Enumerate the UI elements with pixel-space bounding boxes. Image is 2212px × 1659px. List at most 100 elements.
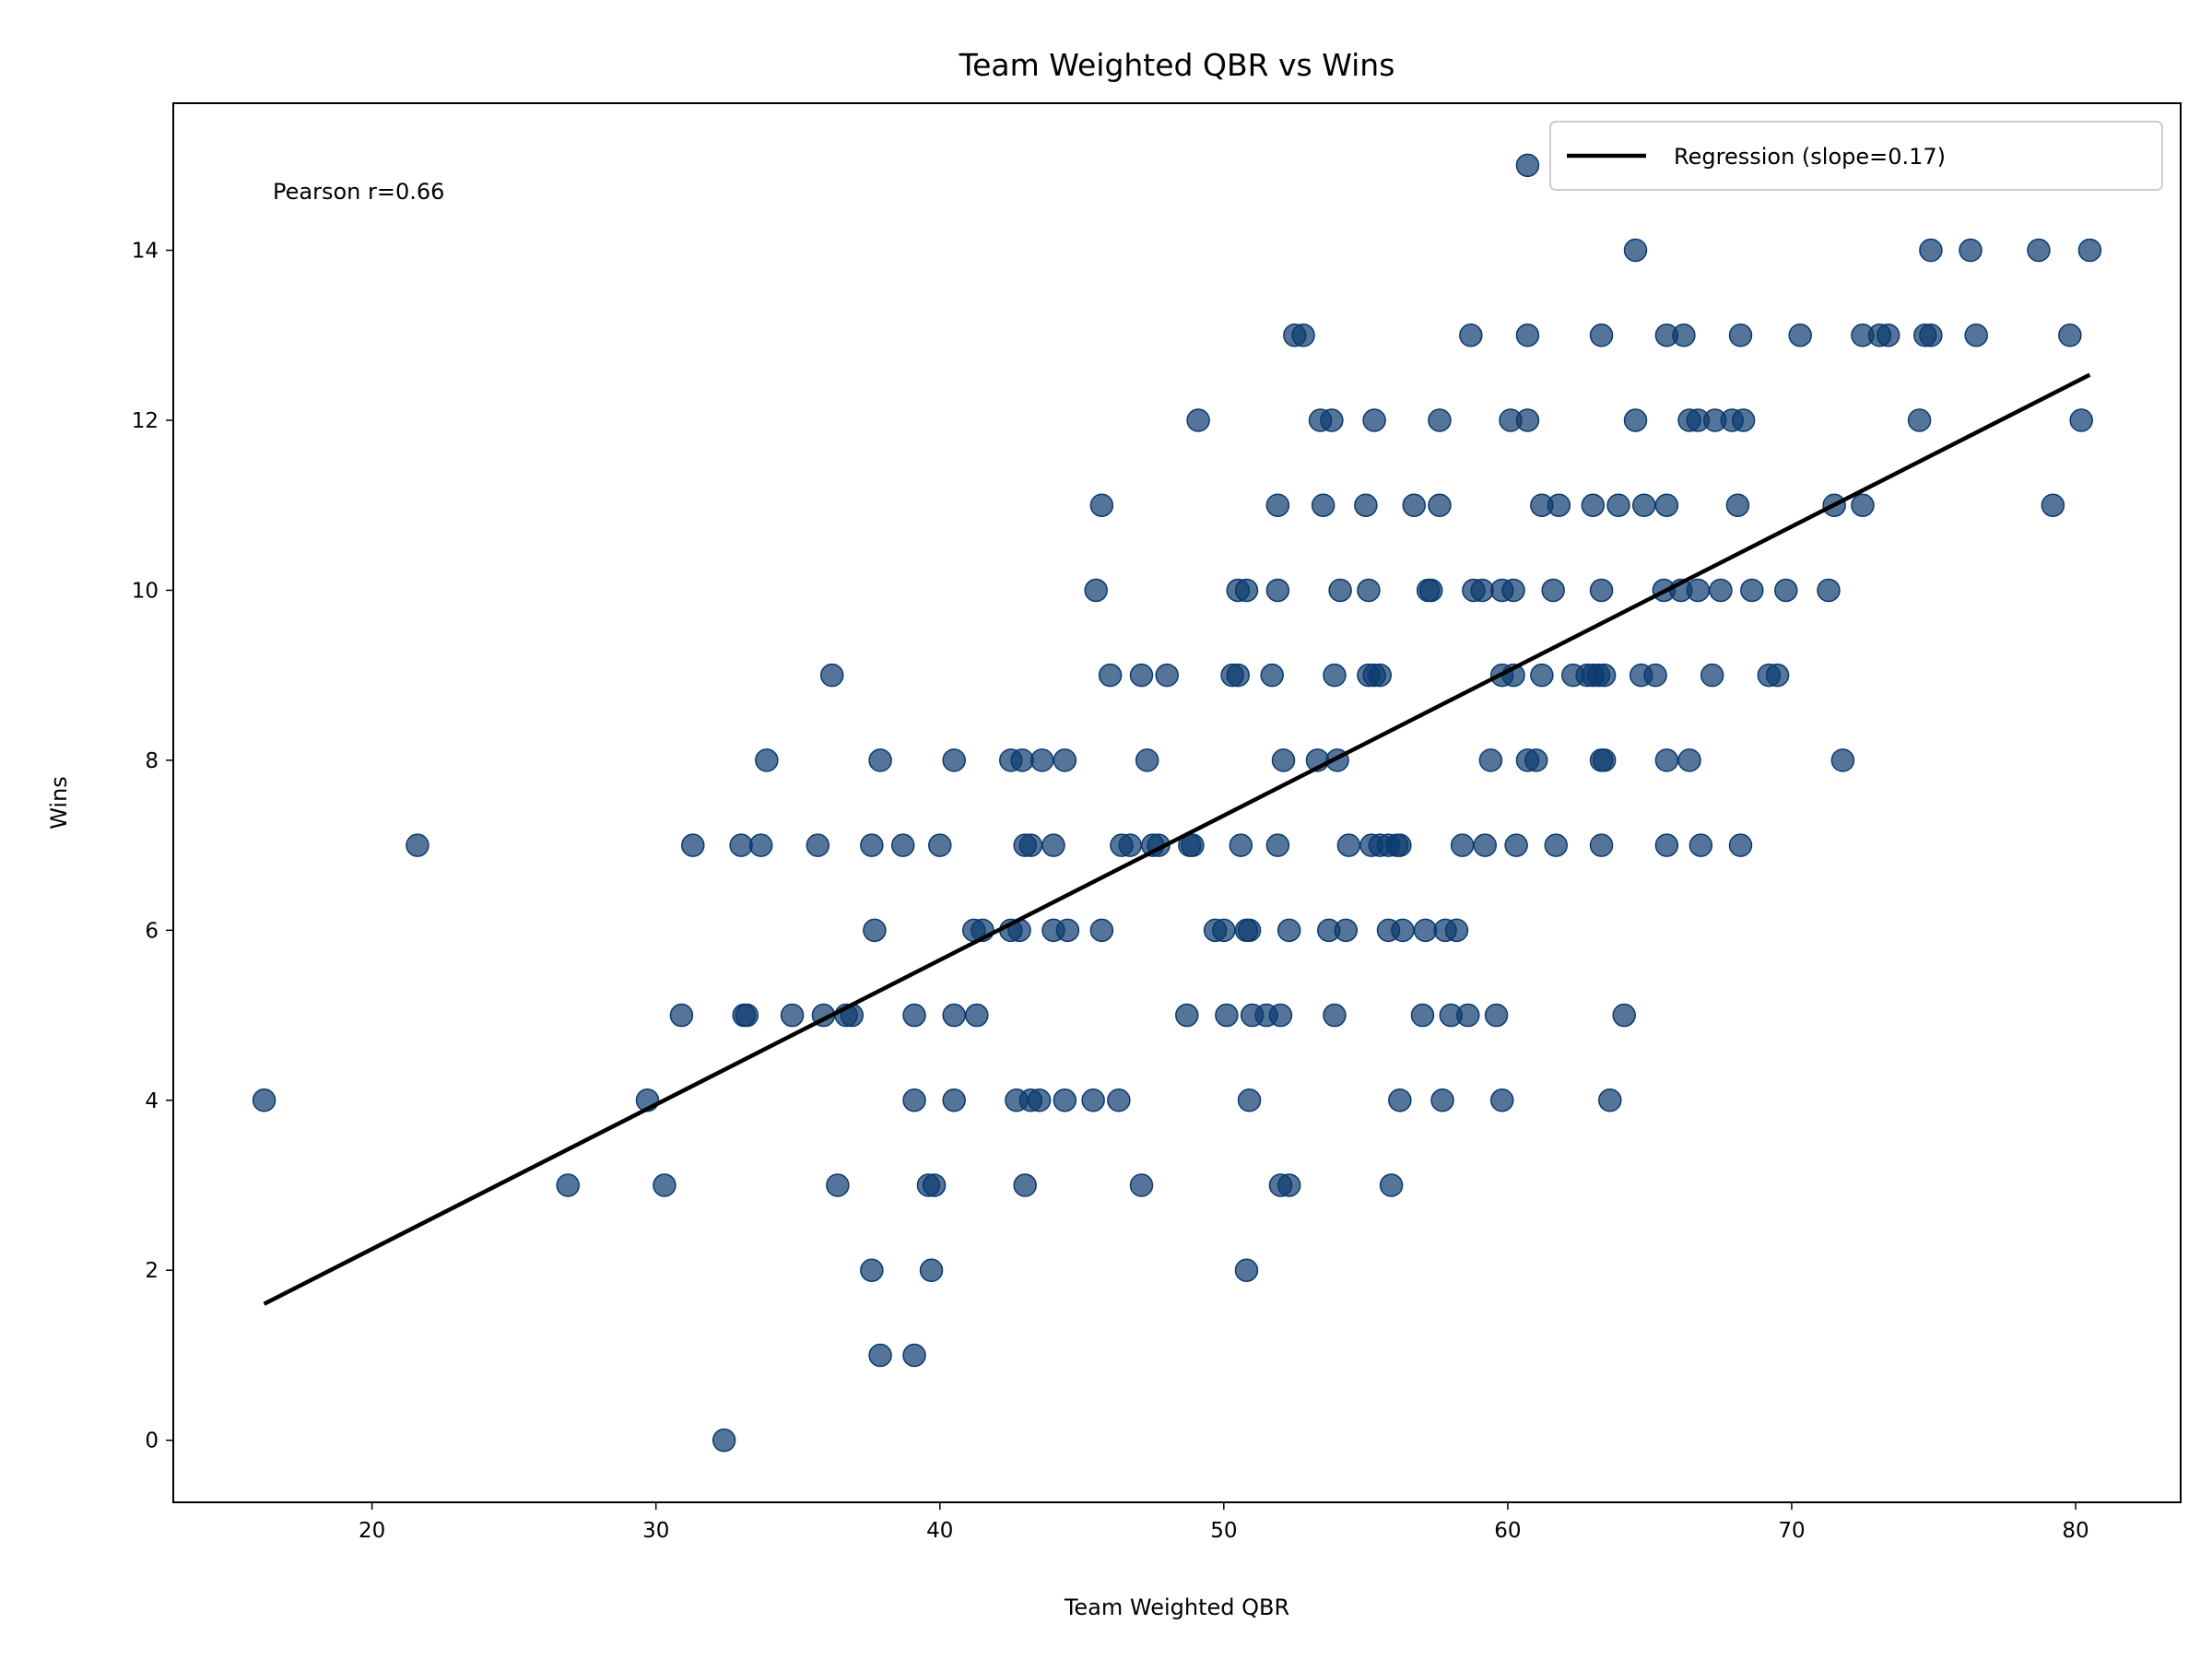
y-tick-label: 10	[132, 579, 159, 603]
data-point	[653, 1173, 677, 1197]
data-point	[252, 1088, 276, 1112]
data-point	[1428, 493, 1452, 517]
data-point	[928, 833, 952, 857]
data-point	[1598, 1088, 1622, 1112]
data-point	[819, 663, 844, 688]
data-point	[1450, 833, 1475, 857]
data-point	[1473, 833, 1497, 857]
data-point	[1388, 1088, 1412, 1112]
data-point	[1413, 918, 1438, 943]
data-point	[1237, 918, 1262, 943]
data-point	[1444, 918, 1469, 943]
data-point	[1623, 238, 1648, 263]
data-point	[1489, 1088, 1514, 1112]
data-point	[1700, 663, 1724, 688]
data-point	[1053, 748, 1077, 772]
data-point	[1589, 578, 1614, 603]
data-point	[1260, 663, 1284, 688]
x-tick-label: 80	[2062, 1519, 2088, 1543]
data-point	[1592, 663, 1617, 688]
data-point	[1175, 1003, 1199, 1028]
y-tick-label: 0	[145, 1430, 159, 1453]
regression-line	[263, 372, 2091, 1306]
data-point	[1504, 833, 1528, 857]
data-point	[1362, 408, 1386, 432]
data-point	[1612, 1003, 1636, 1028]
data-point	[1323, 1003, 1347, 1028]
data-point	[1418, 578, 1443, 603]
data-point	[681, 833, 705, 857]
data-point	[1654, 493, 1679, 517]
data-point	[1336, 833, 1361, 857]
data-point	[1547, 493, 1571, 517]
data-point	[919, 1258, 944, 1282]
data-point	[1530, 663, 1554, 688]
data-point	[922, 1173, 947, 1197]
x-axis: 20 30 40 50 60 70 80	[359, 1502, 2089, 1543]
data-point	[1212, 918, 1236, 943]
points-layer	[252, 153, 2102, 1453]
data-point	[1135, 748, 1159, 772]
data-point	[1402, 493, 1426, 517]
data-point	[1186, 408, 1210, 432]
legend-label: Regression (slope=0.17)	[1674, 144, 1946, 170]
data-point	[1456, 1003, 1480, 1028]
data-point	[1654, 833, 1679, 857]
data-point	[1643, 663, 1667, 688]
data-point	[406, 833, 429, 857]
data-point	[1041, 833, 1065, 857]
data-point	[1765, 663, 1790, 688]
data-point	[1268, 1003, 1293, 1028]
data-point	[1277, 1173, 1301, 1197]
x-tick-label: 40	[926, 1519, 953, 1543]
data-point	[1964, 324, 1988, 347]
data-point	[1654, 748, 1679, 772]
data-point	[1788, 324, 1812, 347]
data-point	[1478, 748, 1503, 772]
data-point	[1234, 1258, 1259, 1282]
y-tick-label: 2	[145, 1259, 159, 1283]
data-point	[1774, 578, 1798, 603]
data-point	[2027, 238, 2051, 263]
data-point	[1265, 833, 1290, 857]
data-point	[1731, 408, 1756, 432]
data-point	[1632, 493, 1656, 517]
y-tick-label: 4	[145, 1089, 159, 1113]
data-point	[1328, 578, 1352, 603]
data-point	[1265, 493, 1290, 517]
data-point	[1677, 748, 1701, 772]
x-tick-label: 50	[1210, 1519, 1237, 1543]
data-point	[1589, 324, 1614, 347]
data-point	[1851, 493, 1875, 517]
data-point	[1817, 578, 1841, 603]
data-point	[1237, 1088, 1262, 1112]
data-point	[868, 748, 892, 772]
data-point	[1515, 408, 1540, 432]
data-point	[902, 1088, 926, 1112]
data-point	[2069, 408, 2093, 432]
data-point	[942, 1003, 966, 1028]
data-point	[1740, 578, 1764, 603]
x-tick-label: 20	[359, 1519, 385, 1543]
data-point	[1055, 918, 1080, 943]
data-point	[1311, 493, 1335, 517]
data-point	[2058, 324, 2082, 347]
data-point	[1830, 748, 1855, 772]
data-point	[806, 833, 830, 857]
data-point	[1728, 324, 1753, 347]
data-point	[1515, 324, 1540, 347]
data-point	[669, 1003, 694, 1028]
data-point	[1129, 663, 1154, 688]
data-point	[1265, 578, 1290, 603]
data-point	[1234, 578, 1259, 603]
data-point	[1388, 833, 1412, 857]
data-point	[965, 1003, 989, 1028]
y-axis: 0 2 4 6 8 10 12 14	[132, 240, 173, 1453]
data-point	[1688, 833, 1713, 857]
data-point	[780, 1003, 805, 1028]
data-point	[1354, 493, 1378, 517]
data-point	[1728, 833, 1753, 857]
data-point	[1215, 1003, 1239, 1028]
x-tick-label: 60	[1494, 1519, 1521, 1543]
